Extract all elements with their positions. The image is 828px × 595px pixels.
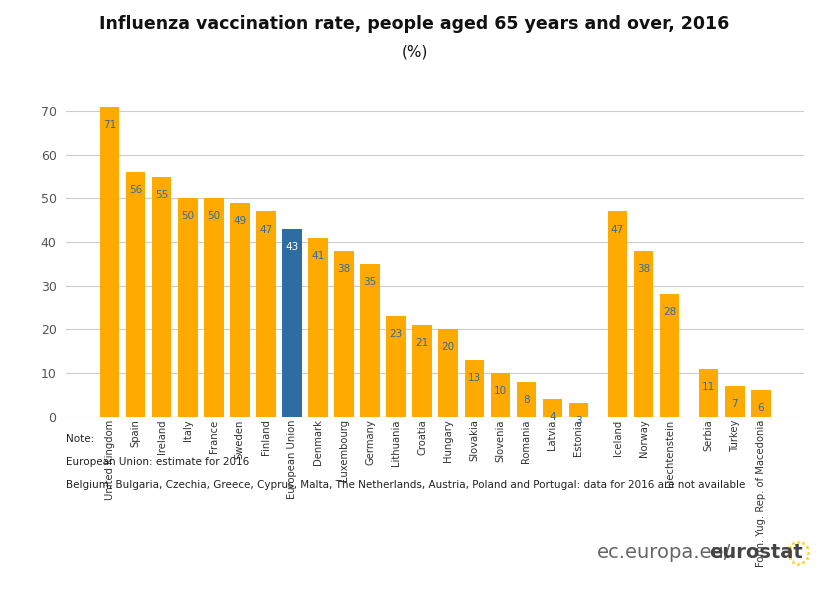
Text: Belgium, Bulgaria, Czechia, Greece, Cyprus, Malta, The Netherlands, Austria, Pol: Belgium, Bulgaria, Czechia, Greece, Cypr… [66,480,745,490]
Bar [490,373,509,416]
Text: 47: 47 [610,224,623,234]
Bar [412,325,431,416]
Text: 21: 21 [415,338,428,348]
Bar [282,229,301,416]
Text: 13: 13 [467,373,480,383]
Text: 41: 41 [311,250,325,261]
Bar [334,250,354,416]
Text: 7: 7 [730,399,737,409]
Text: 6: 6 [757,403,763,414]
Bar [516,381,536,416]
Text: 56: 56 [129,185,142,195]
Text: 49: 49 [233,216,246,226]
Text: 50: 50 [207,211,220,221]
Bar [230,203,249,416]
Bar [99,107,119,416]
Bar [386,316,406,416]
Bar [360,264,379,416]
Bar [308,237,327,416]
Bar [256,211,276,416]
Text: 35: 35 [363,277,376,287]
Text: 20: 20 [441,342,455,352]
Text: ec.europa.eu/: ec.europa.eu/ [596,543,730,562]
Text: 4: 4 [548,412,555,422]
Text: 50: 50 [181,211,194,221]
Text: European Union: estimate for 2016: European Union: estimate for 2016 [66,457,249,467]
Bar [178,198,197,416]
Text: 23: 23 [389,329,402,339]
Bar [542,399,561,416]
Bar [607,211,627,416]
Text: 28: 28 [662,308,676,317]
Text: (%): (%) [401,45,427,60]
Bar [152,177,171,416]
Text: 43: 43 [285,242,298,252]
Bar [724,386,744,416]
Text: Influenza vaccination rate, people aged 65 years and over, 2016: Influenza vaccination rate, people aged … [99,15,729,33]
Bar [659,295,679,416]
Text: 3: 3 [575,416,581,427]
Bar [204,198,224,416]
Bar [698,368,718,416]
Text: 38: 38 [636,264,649,274]
Text: 38: 38 [337,264,350,274]
Text: 10: 10 [493,386,506,396]
Bar [126,172,145,416]
Text: eurostat: eurostat [708,543,802,562]
Text: 71: 71 [103,120,116,130]
Bar [568,403,588,416]
Bar [633,250,652,416]
Bar [438,329,457,416]
Bar [464,360,484,416]
Bar [750,390,770,416]
Text: 11: 11 [701,381,715,392]
Text: 55: 55 [155,190,168,199]
Text: Note:: Note: [66,434,94,444]
Text: 8: 8 [522,394,529,405]
Text: 47: 47 [259,224,272,234]
